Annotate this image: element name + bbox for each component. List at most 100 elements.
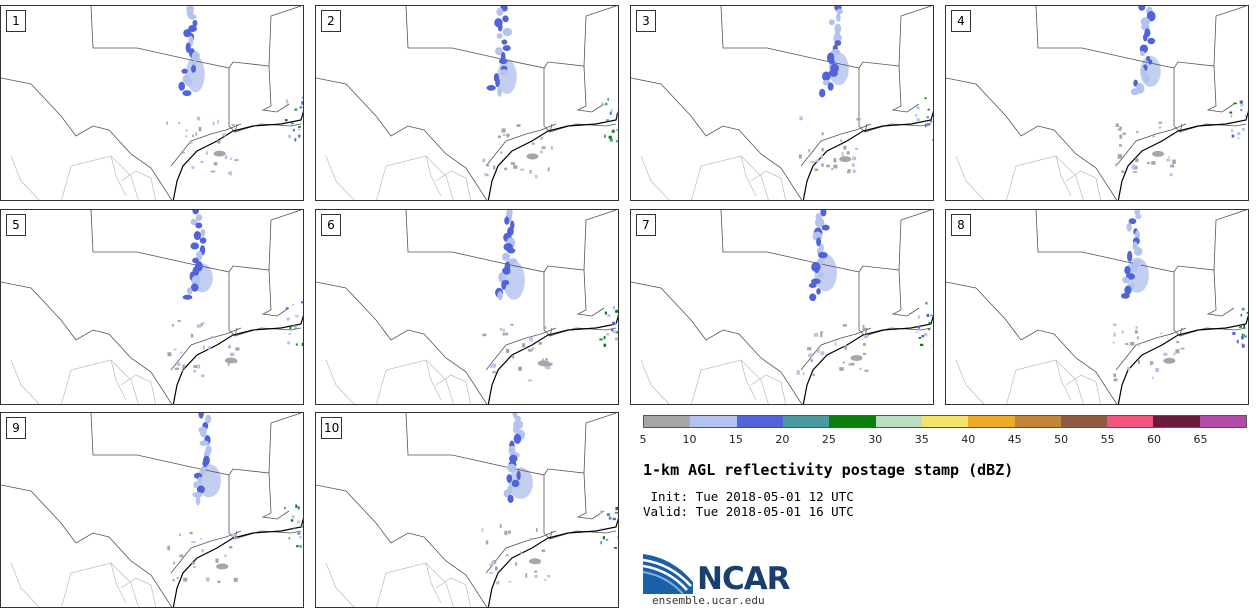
echo-cell: [819, 88, 826, 98]
echo-cell: [850, 362, 855, 366]
echo-cell: [927, 328, 931, 331]
echo-cell: [1130, 341, 1134, 346]
echo-cell: [507, 530, 511, 534]
echo-cell: [852, 156, 857, 161]
echo-cell: [193, 566, 196, 568]
echo-cell: [917, 315, 921, 319]
echo-cell: [172, 579, 175, 582]
echo-cell: [503, 489, 511, 498]
echo-cell: [298, 126, 301, 128]
coastline: [172, 110, 303, 200]
echo-cell: [817, 272, 826, 279]
echo-cell: [299, 106, 303, 109]
echo-cell: [1147, 161, 1150, 165]
echo-cell: [1180, 347, 1185, 350]
echo-cell: [200, 160, 204, 164]
state-boundary: [1115, 327, 1187, 371]
member-panel-1: 1: [0, 5, 304, 201]
state-boundary: [1, 77, 173, 200]
echo-cell: [167, 352, 172, 357]
echo-cell: [196, 324, 202, 328]
state-boundary: [1, 484, 173, 607]
echo-cell: [303, 505, 304, 507]
echo-cell: [227, 172, 231, 175]
echo-cell: [844, 345, 847, 350]
echo-cell: [814, 168, 819, 171]
echo-cell: [1130, 262, 1139, 273]
echo-cell: [188, 24, 197, 33]
colorbar-tick-label: 45: [1007, 433, 1022, 446]
echo-cell: [836, 13, 841, 22]
echo-cell: [802, 372, 805, 376]
echo-cell: [1239, 100, 1243, 104]
echo-cell: [195, 214, 203, 221]
echo-cell: [193, 481, 198, 489]
echo-cell: [222, 133, 226, 137]
echo-cell: [1113, 373, 1117, 377]
echo-cell: [826, 164, 830, 168]
echo-cell: [200, 538, 202, 541]
county-boundary: [325, 562, 355, 607]
echo-cell: [508, 258, 518, 265]
member-number: 2: [321, 10, 341, 32]
echo-cell: [859, 367, 862, 370]
echo-cell: [608, 135, 612, 139]
echo-cell: [202, 459, 208, 468]
echo-cell: [224, 155, 228, 160]
echo-cell: [185, 135, 188, 138]
state-boundary: [170, 123, 242, 167]
echo-cell: [839, 367, 844, 371]
county-boundary: [110, 155, 127, 197]
echo-cell: [1237, 137, 1240, 140]
echo-cell: [932, 344, 933, 348]
echo-cell: [615, 128, 618, 132]
site-url[interactable]: ensemble.ucar.edu: [652, 594, 765, 607]
echo-cell: [820, 351, 825, 356]
echo-cell: [521, 343, 526, 348]
echo-cell: [534, 174, 538, 179]
echo-cell: [810, 278, 821, 285]
echo-cell: [1231, 134, 1235, 138]
echo-cell: [210, 170, 216, 173]
state-boundary: [946, 281, 1118, 404]
echo-cell: [501, 128, 506, 133]
echo-cell: [1245, 114, 1248, 118]
echo-cell: [301, 101, 303, 105]
echo-cell: [1169, 173, 1173, 177]
echo-cell: [286, 317, 290, 321]
echo-cell: [1163, 357, 1176, 364]
echo-cell: [193, 231, 202, 241]
echo-cell: [1134, 330, 1138, 334]
echo-cell: [502, 328, 505, 333]
echo-cell: [202, 345, 205, 350]
echo-cell: [197, 364, 201, 369]
state-boundary: [543, 210, 617, 273]
echo-cell: [534, 574, 538, 578]
state-boundary: [631, 77, 803, 200]
echo-cell: [606, 513, 611, 517]
echo-cell: [1135, 158, 1139, 163]
echo-cell: [284, 119, 288, 122]
echo-cell: [501, 280, 507, 290]
echo-cell: [1135, 326, 1138, 330]
echo-cell: [293, 527, 296, 530]
county-boundary: [1065, 170, 1101, 200]
echo-cell: [599, 338, 603, 341]
echo-cell: [603, 335, 606, 340]
echo-cell: [489, 572, 494, 575]
echo-cell: [176, 362, 181, 366]
echo-cell: [516, 470, 521, 481]
echo-cell: [191, 166, 195, 169]
county-boundary: [691, 359, 769, 404]
county-boundary: [1065, 374, 1101, 404]
echo-cell: [506, 474, 513, 483]
echo-cell: [808, 282, 817, 289]
echo-cell: [301, 301, 303, 304]
echo-cell: [288, 537, 291, 540]
member-number: 9: [6, 417, 26, 439]
echo-cell: [821, 163, 824, 167]
echo-cell: [1232, 331, 1236, 335]
echo-cell: [288, 134, 291, 139]
echo-cell: [296, 520, 301, 524]
echo-cell: [816, 237, 822, 247]
